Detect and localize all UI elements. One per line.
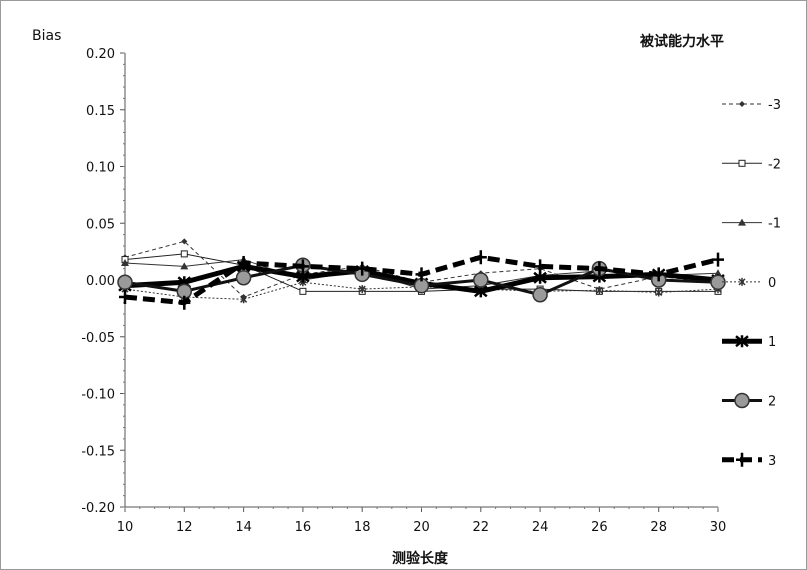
legend-item--2: -2 [722,157,781,172]
legend-label-2: 2 [768,395,776,410]
legend-label--3: -3 [768,98,781,113]
y-tick-label: 0.10 [86,161,115,176]
x-tick-label: 22 [473,520,490,535]
legend-label-3: 3 [768,454,776,469]
data-point-0 [358,285,366,294]
data-point-2 [235,269,252,286]
legend-item-2: 2 [722,392,776,410]
x-axis-title: 测验长度 [392,550,449,567]
legend: -3 -2 -1 0 1 2 3 [722,98,781,469]
y-tick-label: 0.15 [86,104,115,119]
legend-item--3: -3 [722,98,781,113]
x-tick-label: 16 [295,520,312,535]
data-point-2 [710,274,726,291]
legend-item-3: 3 [722,452,776,469]
legend-item-0: 0 [722,276,776,291]
data-point--2 [299,287,307,295]
y-tick-label: -0.20 [81,501,115,516]
legend-item-1: 1 [722,335,776,350]
legend-marker--1 [738,218,746,226]
data-point-0 [240,295,248,304]
data-point-3 [296,259,309,274]
data-point-3 [712,252,724,267]
data-point-3 [415,267,428,282]
legend-marker-0 [738,277,746,286]
x-tick-label: 24 [532,520,549,535]
data-point-3 [593,261,606,276]
data-point--1 [121,258,129,266]
legend-label--2: -2 [768,157,781,172]
x-tick-label: 30 [710,520,727,535]
x-tick-label: 28 [650,520,667,535]
x-tick-label: 18 [354,520,371,535]
legend-item--1: -1 [722,217,781,232]
legend-marker-3 [736,452,748,467]
series-3 [119,250,724,310]
data-point--2 [180,250,188,258]
legend-label-1: 1 [768,335,776,350]
data-point-0 [595,286,603,295]
data-point-1 [533,271,547,284]
data-point-3 [474,250,487,265]
data-point-3 [237,255,250,270]
legend-marker-1 [735,335,749,348]
data-point-3 [652,267,665,282]
y-tick-label: 0.05 [86,217,115,232]
legend-title: 被试能力水平 [640,33,724,50]
data-point--1 [180,262,189,270]
legend-marker--3 [739,101,745,107]
y-tick-label: -0.10 [81,388,115,403]
axes: 0.20 0.15 0.10 0.05 0.00 -0.05 -0.10 -0.15 -0.20… [81,47,726,535]
x-tick-label: 20 [413,520,430,535]
y-tick-label: -0.15 [81,444,115,459]
x-tick-label: 10 [117,520,134,535]
y-tick-label: 0.00 [86,274,115,289]
legend-marker--2 [738,159,746,167]
series-line--3 [124,240,719,298]
data-point-3 [119,290,131,305]
data-point-2 [532,287,548,303]
data-point-2 [117,274,133,291]
x-tick-label: 26 [591,520,608,535]
data-point-3 [178,295,191,310]
data-point-3 [534,259,547,274]
x-tick-label: 12 [176,520,193,535]
data-point-2 [473,272,489,288]
data-point--1 [714,269,722,277]
data-point--3 [181,238,188,245]
legend-label--1: -1 [768,217,781,232]
series-line-0 [124,281,719,300]
y-axis-title: Bias [32,28,61,44]
data-point-0 [655,288,663,297]
series-layer [117,238,726,310]
legend-marker-2 [734,392,750,409]
y-tick-label: 0.20 [86,47,115,62]
data-point-3 [356,261,369,276]
y-tick-label: -0.05 [81,331,115,346]
x-tick-label: 14 [235,520,252,535]
legend-label-0: 0 [768,276,776,291]
